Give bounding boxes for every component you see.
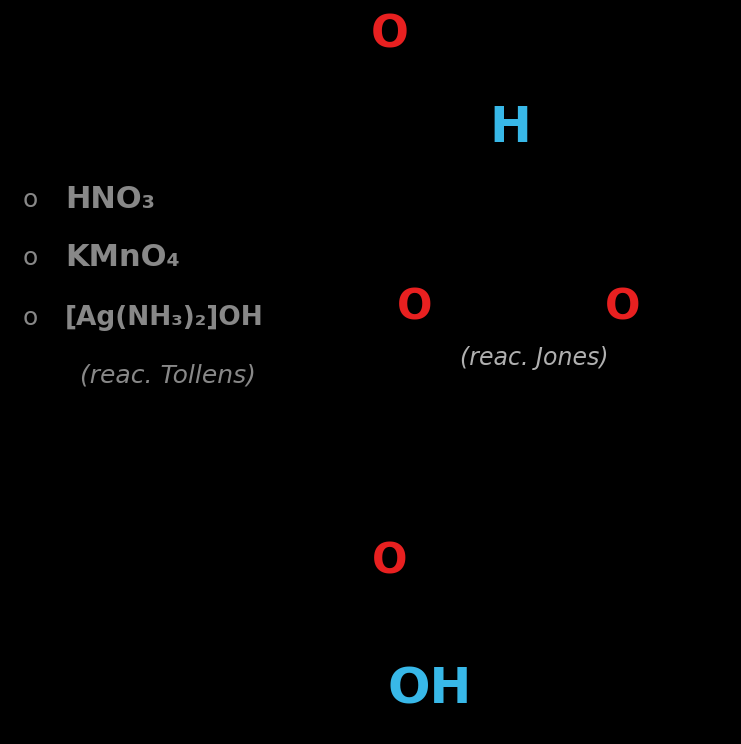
Text: O: O (372, 541, 408, 583)
Text: HNO₃: HNO₃ (65, 185, 155, 214)
Text: o: o (22, 188, 38, 212)
Text: KMnO₄: KMnO₄ (65, 243, 180, 272)
Text: (reac. Jones): (reac. Jones) (460, 346, 608, 370)
Text: [Ag(NH₃)₂]OH: [Ag(NH₃)₂]OH (65, 305, 264, 331)
Text: H: H (489, 104, 531, 152)
Text: OH: OH (388, 666, 472, 714)
Text: o: o (22, 246, 38, 270)
Text: O: O (371, 13, 409, 57)
Text: O: O (397, 287, 433, 329)
Text: O: O (605, 287, 641, 329)
Text: o: o (22, 306, 38, 330)
Text: (reac. Tollens): (reac. Tollens) (80, 363, 256, 387)
